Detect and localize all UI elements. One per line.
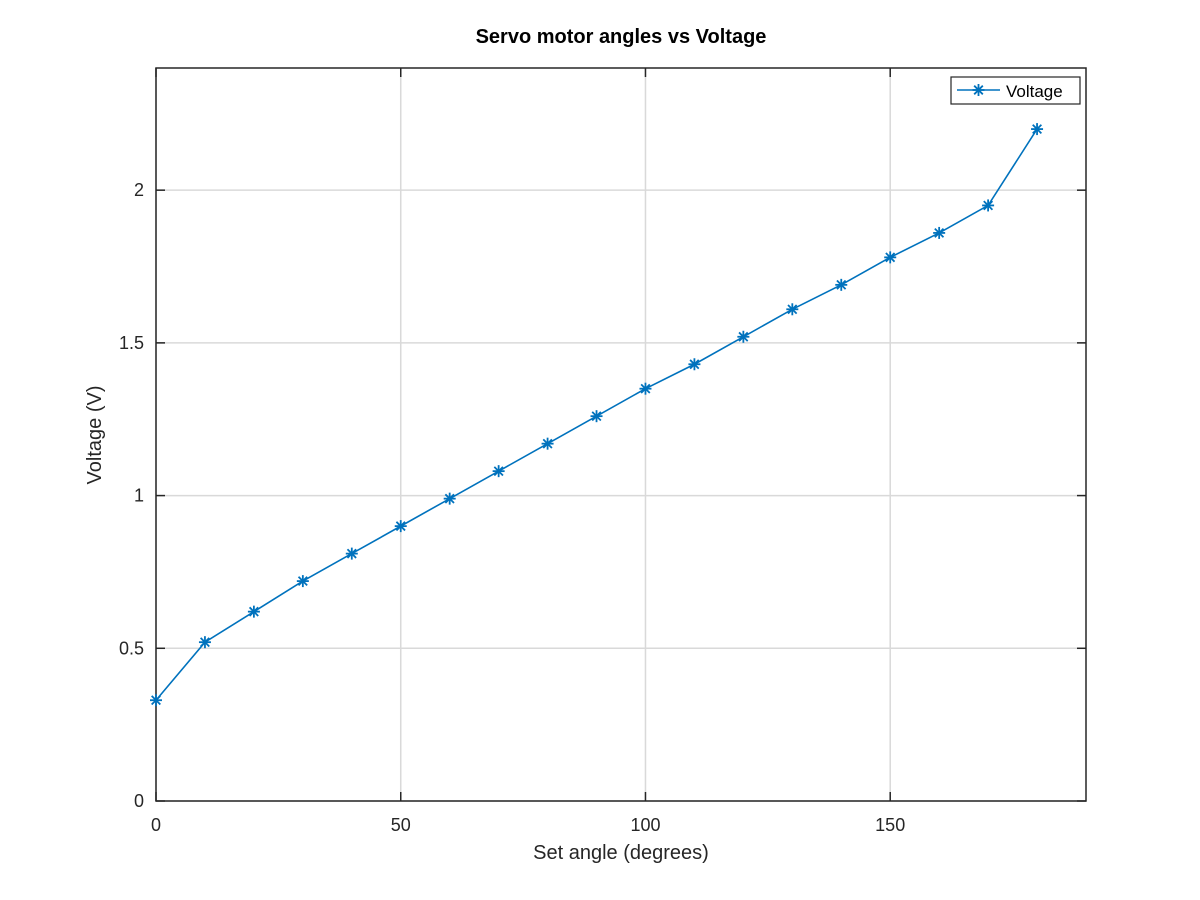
data-point-marker [933, 226, 946, 239]
x-axis-label: Set angle (degrees) [533, 842, 709, 864]
data-point-marker [443, 492, 456, 505]
data-point-marker [590, 410, 603, 423]
data-point-marker [737, 330, 750, 343]
data-point-marker [247, 605, 260, 618]
data-point-marker [198, 636, 211, 649]
data-point-marker [541, 437, 554, 450]
series-layer [150, 123, 1044, 707]
data-point-marker [1031, 123, 1044, 136]
chart-title: Servo motor angles vs Voltage [476, 26, 767, 48]
legend-marker-asterisk [972, 84, 985, 96]
x-tick-label: 150 [875, 815, 905, 835]
legend-marker-sample [972, 84, 985, 96]
y-tick-label: 1 [134, 486, 144, 506]
legend: Voltage [950, 76, 1081, 105]
data-point-marker [835, 278, 848, 291]
y-tick-label: 2 [134, 180, 144, 200]
y-tick-label: 1.5 [119, 333, 144, 353]
data-point-marker [688, 358, 701, 371]
data-point-marker [150, 694, 162, 707]
x-tick-label: 50 [391, 815, 411, 835]
x-tick-label: 100 [630, 815, 660, 835]
y-tick-label: 0.5 [119, 638, 144, 658]
data-point-marker [884, 251, 897, 264]
plot-area-frame [155, 67, 1087, 802]
y-tick-label: 0 [134, 791, 144, 811]
tick-layer: 0 50 100 150 0 0.5 1 1.5 2 [119, 68, 1086, 835]
data-point-marker [639, 382, 652, 395]
data-point-marker [492, 465, 505, 478]
data-point-marker [786, 303, 799, 316]
data-point-marker [982, 199, 995, 212]
y-axis-label: Voltage (V) [84, 386, 106, 485]
data-point-marker [296, 575, 309, 588]
data-point-marker [345, 547, 358, 560]
x-tick-label: 0 [151, 815, 161, 835]
legend-entry-label: Voltage [1006, 82, 1063, 101]
data-point-marker [394, 520, 407, 533]
